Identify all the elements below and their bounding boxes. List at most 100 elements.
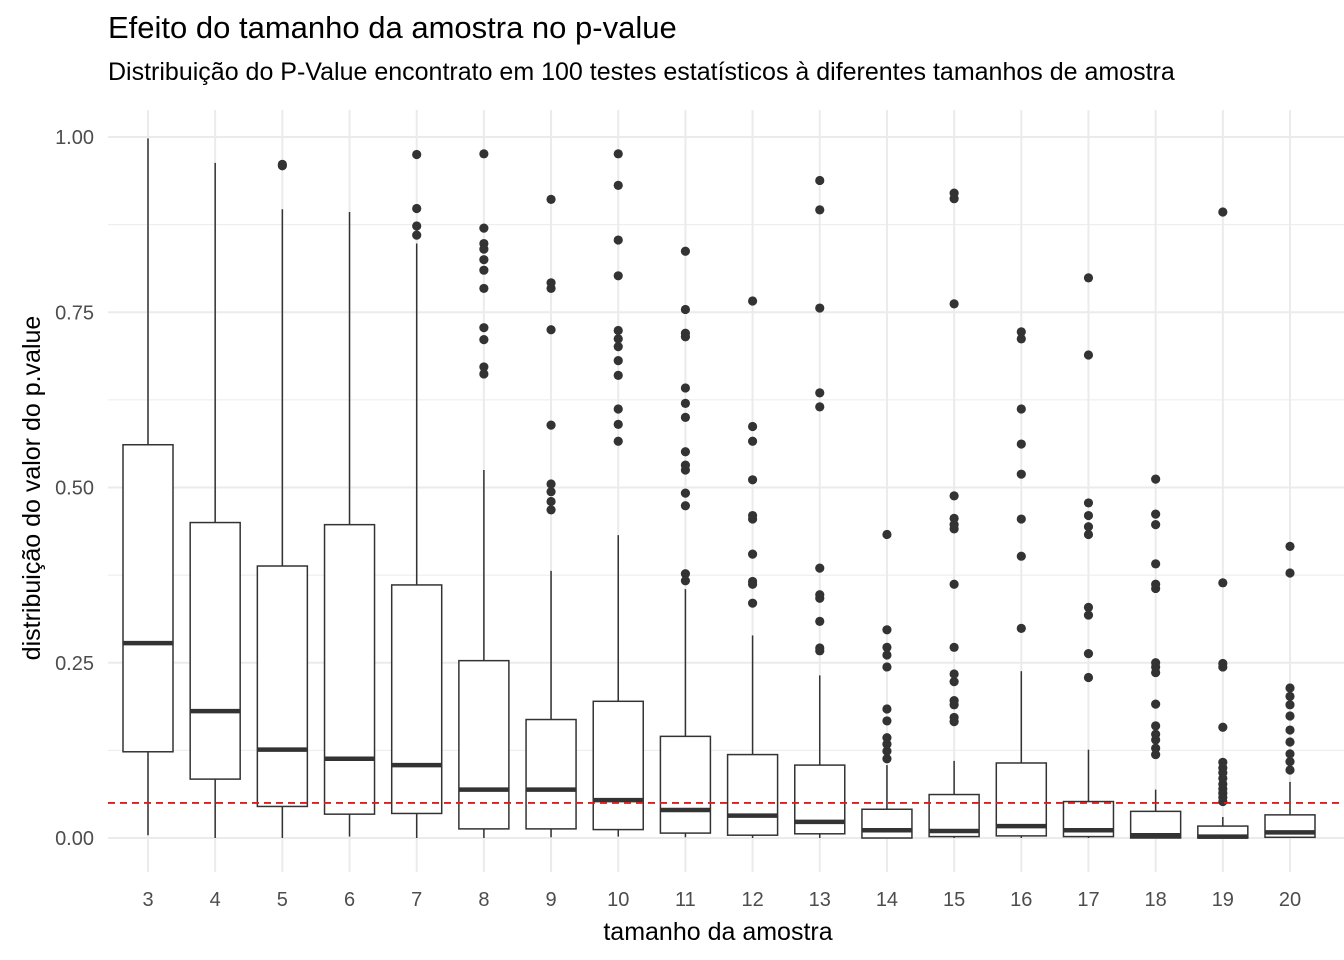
outlier-point xyxy=(1285,737,1295,747)
outlier-point xyxy=(1151,749,1161,760)
box-body xyxy=(122,443,174,753)
box-body xyxy=(189,521,241,780)
outlier-point xyxy=(680,412,691,422)
outlier-point xyxy=(1285,756,1295,767)
x-tick-label: 16 xyxy=(1010,889,1032,911)
outlier-point xyxy=(949,520,959,530)
outlier-point xyxy=(546,325,556,335)
outlier-point xyxy=(1083,510,1094,521)
x-tick-label: 10 xyxy=(607,889,629,911)
outlier-point xyxy=(1083,498,1094,508)
outlier-point xyxy=(479,238,489,249)
outlier-point xyxy=(680,304,691,315)
outlier-point xyxy=(1083,649,1094,659)
outlier-point xyxy=(1285,765,1295,775)
outlier-point xyxy=(1016,334,1026,344)
outlier-point xyxy=(1285,568,1295,578)
outlier-point xyxy=(613,404,623,414)
outlier-point xyxy=(412,230,422,240)
outlier-point xyxy=(1083,350,1094,360)
outlier-point xyxy=(1151,721,1161,731)
box-body xyxy=(592,700,644,831)
y-axis-title: distribuição do valor do p.value xyxy=(18,316,46,661)
outlier-point xyxy=(479,223,489,233)
outlier-point xyxy=(747,576,758,587)
x-tick-label: 7 xyxy=(411,889,422,911)
outlier-point xyxy=(815,402,825,412)
outlier-point xyxy=(1218,578,1228,588)
outlier-point xyxy=(1218,658,1228,669)
outlier-point xyxy=(613,235,623,245)
box-5 xyxy=(256,159,309,838)
outlier-point xyxy=(479,323,489,333)
outlier-point xyxy=(882,662,892,672)
x-tick-label: 20 xyxy=(1279,889,1301,911)
outlier-point xyxy=(1016,551,1026,561)
outlier-point xyxy=(546,479,556,489)
outlier-point xyxy=(479,255,489,265)
x-tick-label: 13 xyxy=(809,889,831,911)
box-body xyxy=(323,523,376,815)
outlier-point xyxy=(479,283,489,294)
outlier-point xyxy=(949,491,959,501)
outlier-point xyxy=(815,643,825,653)
outlier-point xyxy=(277,159,287,169)
y-tick-label: 0.25 xyxy=(55,653,94,675)
outlier-point xyxy=(815,563,825,573)
outlier-point xyxy=(613,180,623,190)
outlier-point xyxy=(613,419,623,430)
x-tick-label: 4 xyxy=(210,889,221,911)
outlier-point xyxy=(882,704,892,714)
box-14 xyxy=(861,529,913,839)
x-tick-label: 11 xyxy=(675,889,696,911)
x-tick-label: 18 xyxy=(1145,889,1167,911)
outlier-point xyxy=(680,569,691,579)
box-body xyxy=(861,808,913,839)
outlier-point xyxy=(479,149,489,159)
box-body xyxy=(256,565,309,808)
outlier-point xyxy=(546,420,556,430)
outlier-point xyxy=(613,325,623,336)
outlier-point xyxy=(747,598,758,608)
outlier-point xyxy=(882,716,892,726)
outlier-point xyxy=(1285,725,1295,735)
x-tick-label: 15 xyxy=(943,889,965,911)
outlier-point xyxy=(949,642,959,652)
box-12 xyxy=(726,296,779,838)
y-tick-label: 0.50 xyxy=(55,478,94,500)
outlier-point xyxy=(882,650,892,660)
outlier-point xyxy=(546,487,556,497)
box-9 xyxy=(525,194,577,838)
outlier-point xyxy=(1083,522,1094,532)
outlier-point xyxy=(1016,469,1026,479)
x-tick-label: 8 xyxy=(478,889,489,911)
outlier-point xyxy=(747,510,758,521)
outlier-point xyxy=(1151,658,1161,668)
outlier-point xyxy=(680,383,691,393)
outlier-point xyxy=(613,341,623,352)
box-8 xyxy=(458,149,510,838)
box-6 xyxy=(323,212,376,837)
outlier-point xyxy=(949,513,959,523)
outlier-point xyxy=(815,616,825,626)
outlier-point xyxy=(1218,207,1228,217)
box-7 xyxy=(390,149,443,838)
outlier-point xyxy=(1083,602,1094,612)
outlier-point xyxy=(815,175,825,186)
outlier-point xyxy=(412,221,422,231)
outlier-point xyxy=(1151,743,1161,753)
box-body xyxy=(458,659,510,830)
outlier-point xyxy=(747,549,758,559)
outlier-point xyxy=(949,188,959,198)
y-tick-label: 0.00 xyxy=(55,828,94,850)
outlier-point xyxy=(882,739,892,749)
box-4 xyxy=(189,162,241,838)
outlier-point xyxy=(613,334,623,344)
box-17 xyxy=(1062,273,1115,838)
outlier-point xyxy=(815,205,825,215)
outlier-point xyxy=(1285,711,1295,721)
outlier-point xyxy=(546,194,556,204)
outlier-point xyxy=(882,733,892,743)
outlier-point xyxy=(1218,722,1228,732)
